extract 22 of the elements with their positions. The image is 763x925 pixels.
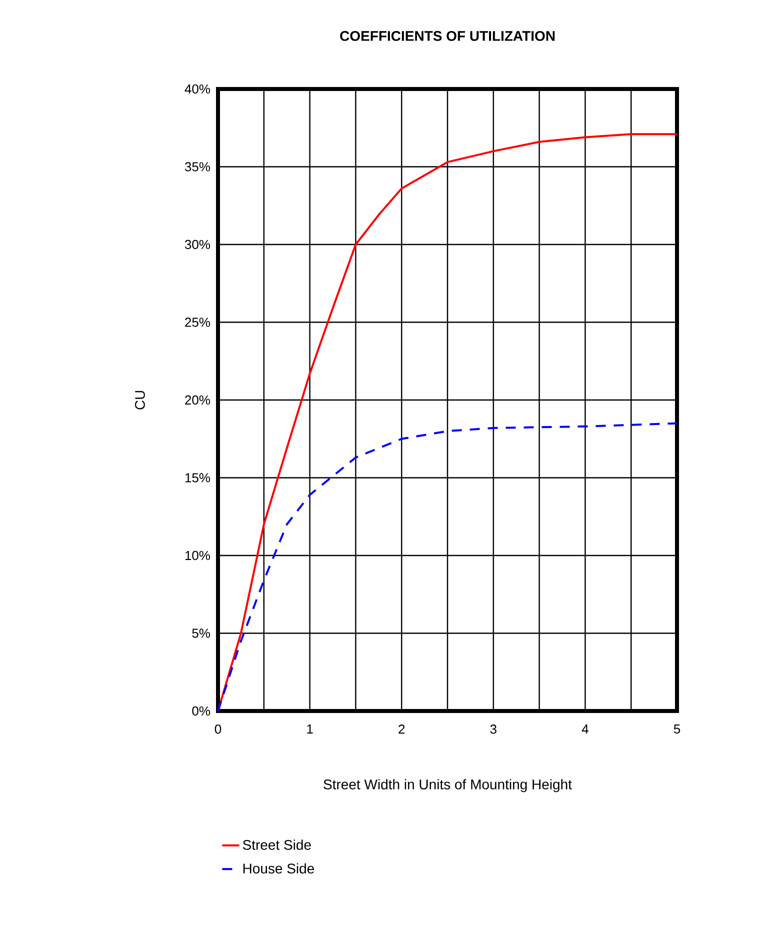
- y-tick-label: 0%: [192, 706, 210, 716]
- line-series: [217, 422, 678, 712]
- y-tick-label: 25%: [185, 318, 210, 327]
- y-tick-label: 20%: [185, 395, 210, 405]
- x-tick-label: 3: [490, 724, 496, 734]
- legend-label: Street Side: [242, 840, 311, 850]
- y-tick-label: 5%: [192, 628, 210, 638]
- x-tick-label: 4: [582, 724, 588, 734]
- y-tick-label: 10%: [185, 550, 210, 560]
- legend-label: House Side: [243, 863, 314, 874]
- y-tick-label: 40%: [184, 84, 210, 94]
- x-tick-label: 0: [214, 724, 222, 734]
- line-series: [217, 133, 678, 712]
- y-tick-label: 30%: [184, 240, 210, 250]
- y-tick-label: 35%: [184, 162, 210, 172]
- x-tick-label: 2: [398, 724, 405, 734]
- y-axis-title: CU: [135, 390, 145, 410]
- y-tick-label: 15%: [185, 473, 210, 482]
- x-tick-label: 5: [674, 724, 680, 734]
- x-axis-title: Street Width in Units of Mounting Height: [324, 779, 572, 792]
- x-tick-label: 1: [307, 724, 313, 734]
- chart-title: COEFFICIENTS OF UTILIZATION: [340, 30, 555, 41]
